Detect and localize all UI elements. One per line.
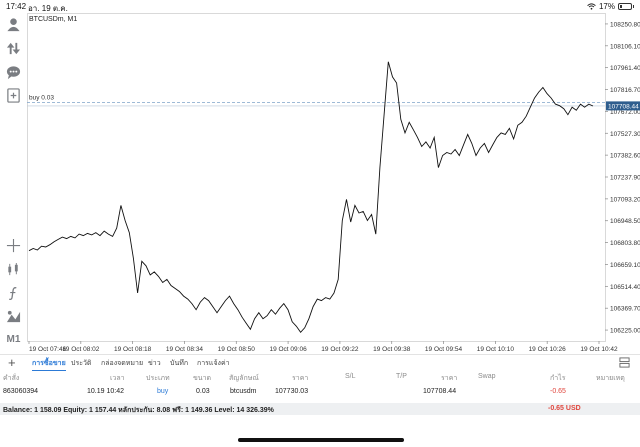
col-type: ประเภท xyxy=(146,375,170,382)
price-chart[interactable]: 108250.80 108106.10 107961.40 107816.70 1076… xyxy=(27,13,640,354)
row-open-price: 107730.03 xyxy=(275,388,309,395)
timeframe-m1[interactable]: M1 xyxy=(6,334,21,345)
row-volume: 0.03 xyxy=(196,388,210,395)
status-bar: 17:42 อา. 19 ต.ค. 17% xyxy=(0,0,640,13)
col-volume: ขนาด xyxy=(193,375,212,382)
function-icon[interactable] xyxy=(5,285,22,302)
balance-profit: -0.65 USD xyxy=(548,405,581,412)
y-tick-label: 106659.10 xyxy=(610,262,640,269)
tab-mailbox[interactable]: กล่องจดหมาย xyxy=(101,360,144,367)
add-icon[interactable]: + xyxy=(8,355,16,370)
row-order: 863060394 xyxy=(3,388,39,395)
x-tick-label: 19 Oct 08:18 xyxy=(114,346,152,353)
balance-text: Balance: 1 158.09 Equity: 1 157.44 หลักป… xyxy=(3,407,274,414)
y-tick-label: 106369.70 xyxy=(610,306,640,313)
status-date: อา. 19 ต.ค. xyxy=(28,4,68,13)
tab-alerts[interactable]: การแจ้งค่า xyxy=(197,360,230,367)
col-current-price: ราคา xyxy=(441,375,458,382)
y-tick-label: 107961.40 xyxy=(610,65,640,72)
row-time: 10.19 10:42 xyxy=(87,388,124,395)
chat-icon[interactable] xyxy=(5,64,22,81)
tab-journal[interactable]: บันทึก xyxy=(170,360,189,367)
x-tick-label: 19 Oct 08:02 xyxy=(62,346,100,353)
y-tick-label: 108106.10 xyxy=(610,43,640,50)
y-tick-label: 106225.00 xyxy=(610,328,640,335)
trade-arrows-icon[interactable] xyxy=(5,40,22,57)
tab-trade[interactable]: การซื้อขาย xyxy=(32,358,66,371)
y-tick-label: 107672.00 xyxy=(610,109,640,116)
battery-percent: 17% xyxy=(598,2,615,11)
x-tick-label: 19 Oct 09:54 xyxy=(425,346,463,353)
col-order: คำสั่ง xyxy=(3,375,20,382)
table-header: คำสั่ง เวลา ประเภท ขนาด สัญลักษณ์ ราคา S… xyxy=(0,373,640,385)
price-tag xyxy=(606,101,640,111)
col-sl: S/L xyxy=(345,373,356,380)
bottom-tabs: + การซื้อขาย ประวัติ กล่องจดหมาย ข่าว บั… xyxy=(0,354,640,371)
y-tick-label: 106803.80 xyxy=(610,240,640,247)
price-chart-svg: 108250.80 108106.10 107961.40 107816.70 1076… xyxy=(27,13,640,353)
tab-news[interactable]: ข่าว xyxy=(148,360,161,367)
y-tick-label: 107237.90 xyxy=(610,175,640,182)
user-icon[interactable] xyxy=(5,16,22,33)
y-tick-label: 106948.50 xyxy=(610,218,640,225)
price-tag-label: 107708.44 xyxy=(608,103,639,110)
x-tick-label: 19 Oct 08:50 xyxy=(218,346,256,353)
col-time: เวลา xyxy=(110,375,125,382)
y-tick-label: 106514.40 xyxy=(610,284,640,291)
y-tick-label: 108250.80 xyxy=(610,21,640,28)
x-tick-label: 19 Oct 09:22 xyxy=(321,346,359,353)
col-profit: กำไร xyxy=(550,375,566,382)
x-tick-label: 19 Oct 09:38 xyxy=(373,346,411,353)
col-swap: Swap xyxy=(478,373,496,380)
new-chart-icon[interactable] xyxy=(5,87,22,104)
x-tick-label: 19 Oct 07:46 xyxy=(29,346,67,353)
y-tick-label: 107527.30 xyxy=(610,131,640,138)
col-comment: หมายเหตุ xyxy=(596,375,625,382)
status-indicators: 17% xyxy=(587,2,634,11)
row-symbol: btcusdm xyxy=(230,388,257,395)
col-symbol: สัญลักษณ์ xyxy=(229,375,259,382)
battery-icon xyxy=(618,3,634,10)
plot-frame xyxy=(27,13,606,342)
price-series-line xyxy=(28,61,594,334)
tab-history[interactable]: ประวัติ xyxy=(71,360,92,367)
balance-bar: Balance: 1 158.09 Equity: 1 157.44 หลักป… xyxy=(0,403,640,415)
chart-symbol-label: BTCUSDm, M1 xyxy=(29,16,78,23)
table-row[interactable]: 863060394 10.19 10:42 buy 0.03 btcusdm 1… xyxy=(0,388,640,400)
y-tick-label: 107382.60 xyxy=(610,153,640,160)
left-toolbar: M1 xyxy=(0,13,27,351)
panel-layout-icon[interactable] xyxy=(619,357,630,368)
x-tick-label: 19 Oct 10:26 xyxy=(529,346,567,353)
x-tick-label: 19 Oct 08:34 xyxy=(166,346,204,353)
candles-icon[interactable] xyxy=(5,261,22,278)
x-tick-label: 19 Oct 09:06 xyxy=(269,346,307,353)
y-tick-label: 107093.20 xyxy=(610,196,640,203)
objects-icon[interactable] xyxy=(5,308,22,325)
col-tp: T/P xyxy=(396,373,407,380)
row-type: buy xyxy=(157,388,169,395)
wifi-icon xyxy=(587,3,596,10)
row-profit: -0.65 xyxy=(550,388,566,395)
crosshair-icon[interactable] xyxy=(5,237,22,254)
status-time: 17:42 xyxy=(6,2,27,11)
x-tick-label: 19 Oct 10:10 xyxy=(477,346,515,353)
x-tick-label: 19 Oct 10:42 xyxy=(580,346,618,353)
order-line-label: buy 0.03 xyxy=(29,95,54,102)
home-indicator xyxy=(238,438,404,442)
col-price: ราคา xyxy=(292,375,309,382)
y-tick-label: 107816.70 xyxy=(610,87,640,94)
row-current-price: 107708.44 xyxy=(423,388,457,395)
